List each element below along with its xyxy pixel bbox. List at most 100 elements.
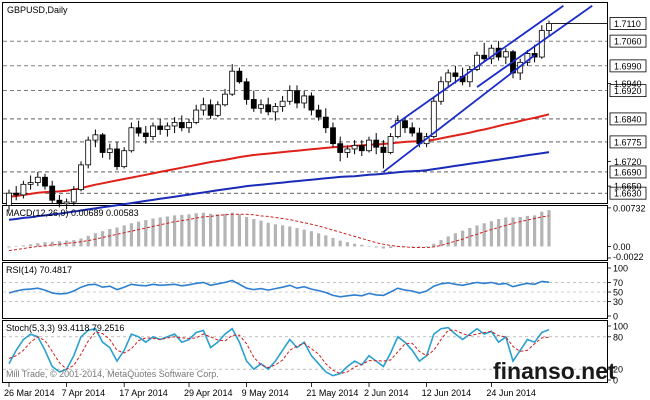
macd-histogram-bar [266,222,270,247]
macd-histogram-bar [403,246,407,248]
bear-candle-body [265,104,272,113]
ma-red-line [8,113,550,198]
oscillator-tick-label: 50 [613,288,623,298]
macd-histogram-bar [281,225,285,247]
macd-histogram-bar [86,235,90,247]
time-tick-label: 24 Jun 2014 [486,388,536,398]
candle [56,194,63,208]
bull-candle-body [150,125,156,137]
bull-candle-body [106,148,113,153]
candle [20,180,27,199]
bull-candle-body [222,93,228,106]
macd-histogram-bar [201,212,205,247]
candle [178,115,185,132]
time-tick-label: 7 Apr 2014 [62,388,106,398]
candle [150,122,156,141]
price-tick-label: 1.6630 [614,189,642,199]
trend-line [476,5,593,88]
candle [322,108,329,134]
symbol-title: GBPUSD,Daily [7,5,68,15]
candle [186,118,192,134]
macd-histogram-bar [122,225,126,247]
macd-histogram-bar [36,243,40,247]
bear-candle-body [337,143,344,153]
watermark: finanso.net [493,358,616,384]
price-tick-label: 1.6650 [614,182,642,192]
stoch-pane-frame [2,320,608,383]
macd-histogram-bar [497,219,501,247]
macd-histogram-bar [165,216,169,247]
bear-candle-body [250,99,257,109]
bull-candle-body [171,122,178,127]
candle [70,186,77,206]
bull-candle-body [229,70,236,95]
rsi-line [8,279,550,298]
bull-candle-body [474,54,480,70]
macd-histogram-bar [410,246,414,248]
candle [279,95,286,112]
copyright-text: Mill Trade, © 2001-2014, MetaQuotes Soft… [6,369,219,379]
horizontal-level-lines [3,40,607,194]
bear-candle-body [322,116,329,129]
bear-candle-body [135,127,142,134]
bull-candle-body [20,183,27,196]
bull-candle-body [430,100,437,137]
oscillator-tick-label: 0 [613,376,618,386]
macd-histogram-bar [439,240,443,247]
macd-histogram-bar [309,231,313,247]
macd-histogram-bar [381,246,385,249]
macd-histogram-bar [389,246,393,248]
macd-tick-label: -0.0022 [613,252,644,262]
price-label-box [609,186,647,200]
time-tick-label: 29 Apr 2014 [184,388,233,398]
macd-histogram-bar [533,215,537,247]
macd-histogram-bar [151,218,155,247]
candle [49,180,56,204]
macd-histogram-bar [223,213,227,247]
candle [474,51,480,72]
macd-histogram-bar [317,233,321,247]
macd-histogram-bar [453,233,457,247]
candle [445,69,452,88]
rsi-pane-frame [2,262,608,319]
bear-candle-body [315,109,322,118]
bull-candle-body [34,176,41,183]
macd-histogram-bar [144,220,148,247]
bear-candle-body [358,145,365,152]
candle [193,104,200,125]
stoch-title: Stoch(5,3,3) 93.4118 79.2516 [6,323,124,333]
macd-histogram-bar [101,231,105,247]
candle [358,140,365,157]
macd-histogram-bar [345,242,349,247]
macd-histogram-bar [446,236,450,247]
bull-candle-body [193,109,200,123]
bull-candle-body [351,145,358,150]
price-tick-label: 1.6990 [614,61,642,71]
bull-candle-body [6,192,12,206]
macd-histogram-bar [180,214,184,247]
time-tick-label: 12 Jun 2014 [422,388,472,398]
bear-candle-body [380,146,387,153]
candle [171,117,178,134]
price-tick-label: 1.7060 [614,37,642,47]
candle [250,90,257,112]
bull-candle-body [186,122,192,129]
bull-candle-body [445,72,452,83]
bull-candle-body [279,100,286,107]
bull-candle-body [92,134,99,141]
candle [99,133,106,158]
bull-candle-body [538,30,545,58]
bear-candle-body [243,81,250,100]
price-tick-label: 1.6690 [614,167,642,177]
macd-histogram-bar [547,210,551,247]
bear-candle-body [452,72,459,77]
bear-candle-body [178,122,185,129]
macd-histogram-bar [230,212,234,247]
time-tick-label: 9 May 2014 [242,388,289,398]
macd-histogram-bar [7,246,11,248]
macd-histogram-bar [367,245,371,247]
macd-histogram-bar [295,228,299,247]
bull-candle-body [466,69,473,83]
